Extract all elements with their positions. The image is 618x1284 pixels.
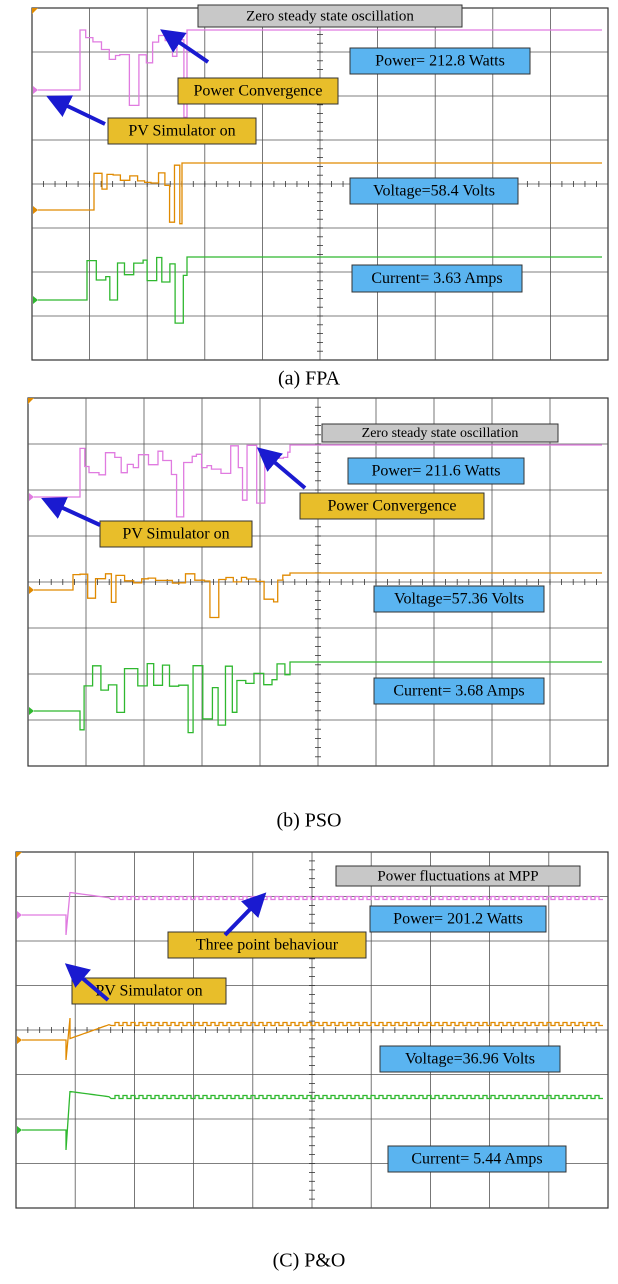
caption: (a) FPA [278, 368, 341, 390]
marker-label: Three point behaviour [196, 937, 339, 954]
sim-label: PV Simulator on [95, 983, 202, 1000]
power-label: Power= 201.2 Watts [393, 911, 523, 928]
current-label: Current= 3.63 Amps [371, 270, 502, 287]
page: {"panels": [ {"caption": "(a) FPA", "not… [0, 0, 618, 1284]
marker-label: Power Convergence [328, 498, 457, 515]
scope-panel: Zero steady state oscillation Power= 211.… [28, 398, 608, 832]
sim-label: PV Simulator on [122, 526, 229, 543]
current-label: Current= 5.44 Amps [411, 1151, 542, 1168]
sim-label: PV Simulator on [128, 123, 235, 140]
marker-label: Power Convergence [194, 83, 323, 100]
note-label: Zero steady state oscillation [362, 426, 519, 441]
note-label: Zero steady state oscillation [246, 8, 414, 24]
caption: (C) P&O [273, 1250, 346, 1272]
scope-panel: Zero steady state oscillation Power= 212.… [32, 5, 608, 390]
note-label: Power fluctuations at MPP [377, 868, 538, 884]
current-label: Current= 3.68 Amps [393, 683, 524, 700]
power-label: Power= 211.6 Watts [371, 463, 500, 480]
voltage-label: Voltage=58.4 Volts [373, 183, 495, 200]
caption: (b) PSO [276, 810, 341, 832]
figure: Zero steady state oscillation Power= 212.… [0, 0, 618, 1284]
voltage-label: Voltage=57.36 Volts [394, 591, 524, 608]
power-label: Power= 212.8 Watts [375, 53, 505, 70]
voltage-label: Voltage=36.96 Volts [405, 1051, 535, 1068]
scope-panel: Power fluctuations at MPP Power= 201.2 Wa… [16, 852, 608, 1272]
